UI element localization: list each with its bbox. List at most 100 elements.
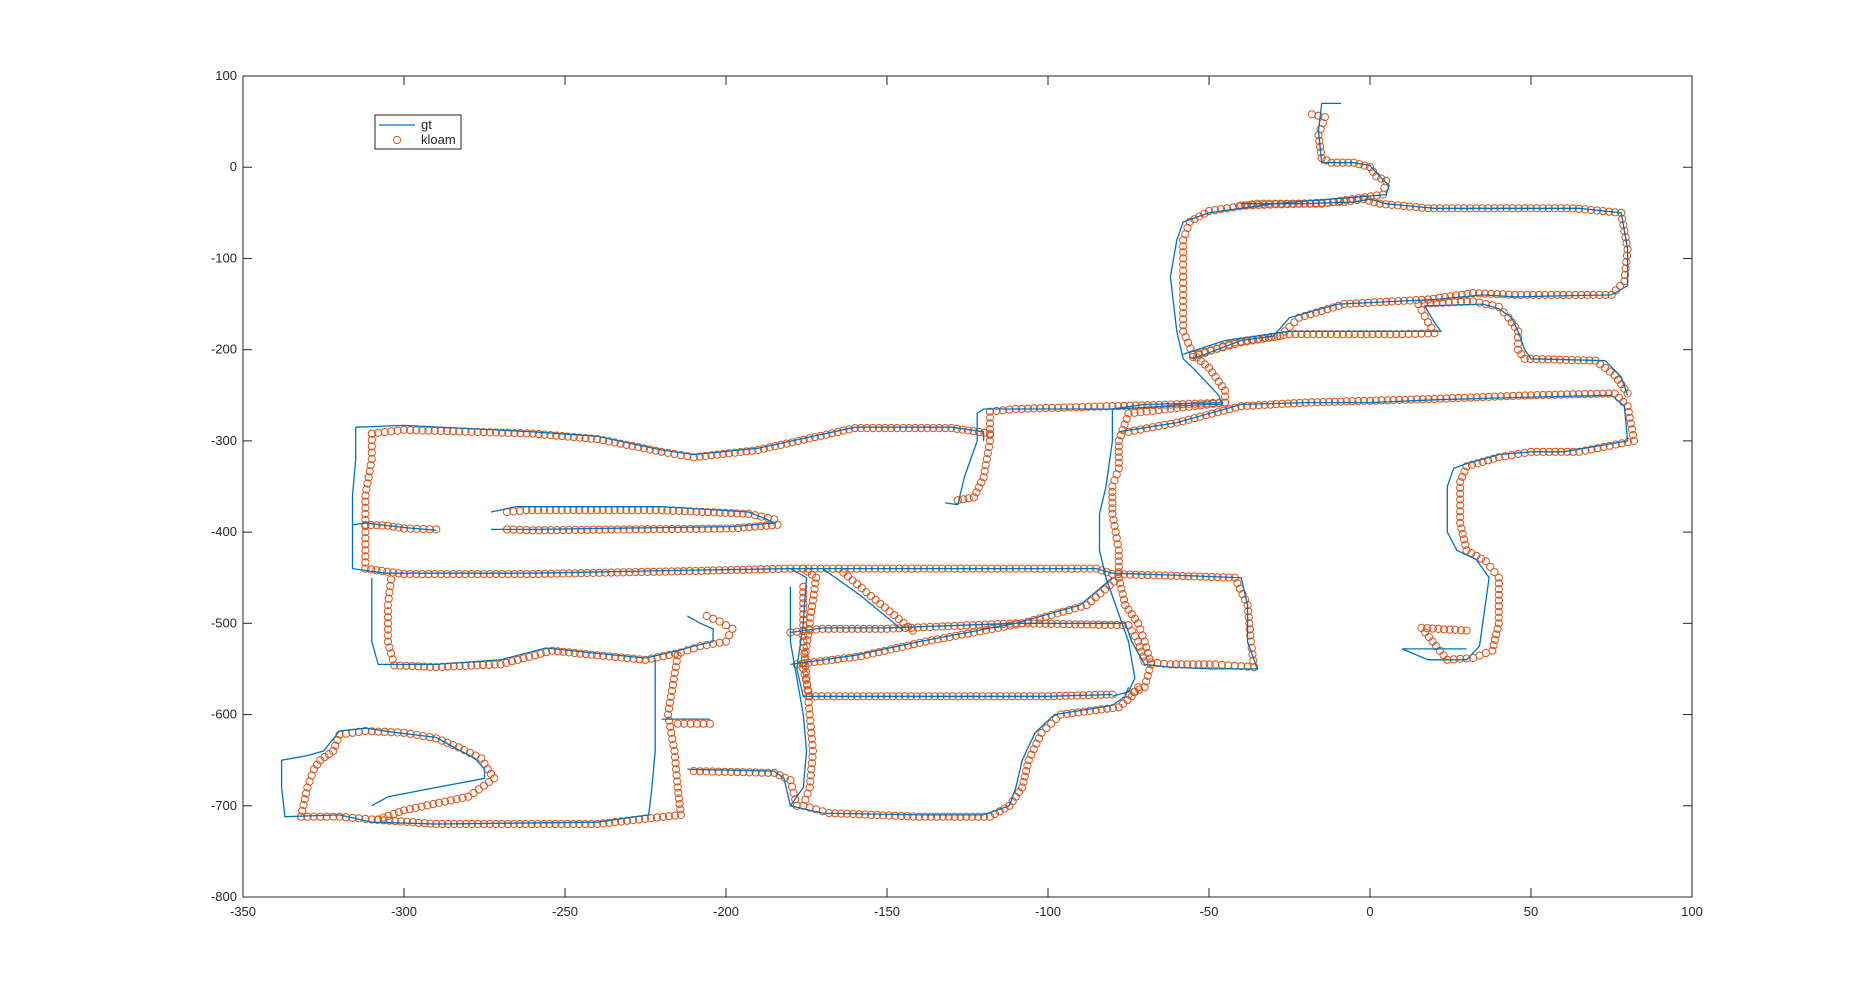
kloam-point xyxy=(563,819,572,829)
kloam-point xyxy=(806,716,815,725)
kloam-point xyxy=(1435,646,1445,655)
kloam-point xyxy=(1326,330,1336,339)
kloam-point xyxy=(1243,401,1252,410)
kloam-point xyxy=(1456,477,1465,486)
kloam-point xyxy=(708,767,717,776)
kloam-point xyxy=(1423,318,1433,327)
kloam-point xyxy=(364,473,373,482)
kloam-point xyxy=(876,599,885,608)
kloam-point xyxy=(652,813,662,822)
kloam-point xyxy=(507,657,517,666)
kloam-point xyxy=(724,449,734,458)
kloam-point xyxy=(1179,309,1188,318)
kloam-point xyxy=(1439,651,1448,660)
kloam-point xyxy=(1106,620,1115,630)
kloam-point xyxy=(509,819,518,829)
kloam-point xyxy=(651,446,660,455)
kloam-point xyxy=(559,647,568,656)
kloam-point xyxy=(1494,607,1503,617)
kloam-point xyxy=(1112,534,1121,543)
kloam-point xyxy=(1179,272,1188,281)
kloam-point xyxy=(689,767,698,776)
kloam-point xyxy=(1297,330,1306,339)
kloam-point xyxy=(1356,330,1365,339)
kloam-point xyxy=(1473,459,1482,468)
kloam-point xyxy=(551,819,560,829)
kloam-point xyxy=(637,567,646,577)
kloam-point xyxy=(851,652,860,662)
kloam-point xyxy=(804,686,813,695)
gt-line xyxy=(1098,401,1222,697)
kloam-point xyxy=(599,819,608,828)
kloam-point xyxy=(467,570,476,579)
kloam-point xyxy=(429,800,438,809)
kloam-point xyxy=(665,698,675,707)
kloam-point xyxy=(1526,391,1536,400)
kloam-point xyxy=(1510,290,1520,299)
kloam-point xyxy=(484,660,493,670)
kloam-point xyxy=(1360,396,1369,405)
kloam-point xyxy=(981,461,990,470)
kloam-point xyxy=(571,525,580,535)
kloam-point xyxy=(617,817,626,826)
kloam-point xyxy=(581,434,590,443)
kloam-point xyxy=(972,488,981,497)
kloam-point xyxy=(1179,284,1188,293)
x-tick-label: -350 xyxy=(230,904,256,919)
kloam-point xyxy=(853,624,862,633)
kloam-point xyxy=(984,442,994,452)
kloam-point xyxy=(1467,460,1477,469)
kloam-point xyxy=(714,767,723,776)
kloam-point xyxy=(944,812,953,821)
kloam-point xyxy=(705,719,715,728)
kloam-point xyxy=(1428,624,1437,633)
kloam-point xyxy=(917,424,926,433)
kloam-point xyxy=(1342,397,1351,406)
kloam-point xyxy=(552,569,562,578)
kloam-point xyxy=(516,570,525,579)
kloam-point xyxy=(658,812,668,822)
kloam-point xyxy=(1332,330,1342,339)
kloam-point xyxy=(384,811,393,820)
kloam-point xyxy=(801,675,811,685)
kloam-point xyxy=(893,424,902,433)
kloam-point xyxy=(663,710,673,719)
gt-line xyxy=(687,768,792,806)
kloam-point xyxy=(1424,395,1433,404)
kloam-point xyxy=(399,524,409,533)
x-tick-label: -250 xyxy=(552,904,578,919)
kloam-point xyxy=(396,661,405,670)
kloam-point xyxy=(1312,308,1321,317)
kloam-point xyxy=(868,424,878,433)
kloam-point xyxy=(1314,111,1323,120)
kloam-point xyxy=(1250,663,1259,672)
y-tick-label: -600 xyxy=(211,707,237,722)
kloam-point xyxy=(1179,296,1188,306)
kloam-point xyxy=(394,808,403,817)
kloam-point xyxy=(436,570,445,579)
kloam-point xyxy=(1458,472,1467,481)
kloam-point xyxy=(1103,704,1112,713)
kloam-point xyxy=(1496,392,1505,401)
kloam-point xyxy=(387,575,396,584)
kloam-point xyxy=(367,815,376,824)
kloam-point xyxy=(1481,557,1491,566)
kloam-point xyxy=(1034,734,1044,743)
kloam-point xyxy=(666,722,675,731)
kloam-point xyxy=(374,727,383,736)
kloam-point xyxy=(383,613,392,622)
kloam-point xyxy=(1140,637,1149,646)
kloam-point xyxy=(1114,458,1123,467)
kloam-point xyxy=(1406,395,1416,404)
kloam-point xyxy=(497,819,506,829)
kloam-point xyxy=(361,503,370,512)
kloam-point xyxy=(702,611,711,621)
kloam-point xyxy=(1291,330,1300,339)
kloam-point xyxy=(1245,625,1254,634)
kloam-point xyxy=(1322,156,1331,165)
kloam-point xyxy=(1532,391,1542,400)
kloam-point xyxy=(692,507,701,516)
kloam-point xyxy=(867,810,876,819)
kloam-point xyxy=(607,525,616,534)
kloam-point xyxy=(522,429,531,438)
